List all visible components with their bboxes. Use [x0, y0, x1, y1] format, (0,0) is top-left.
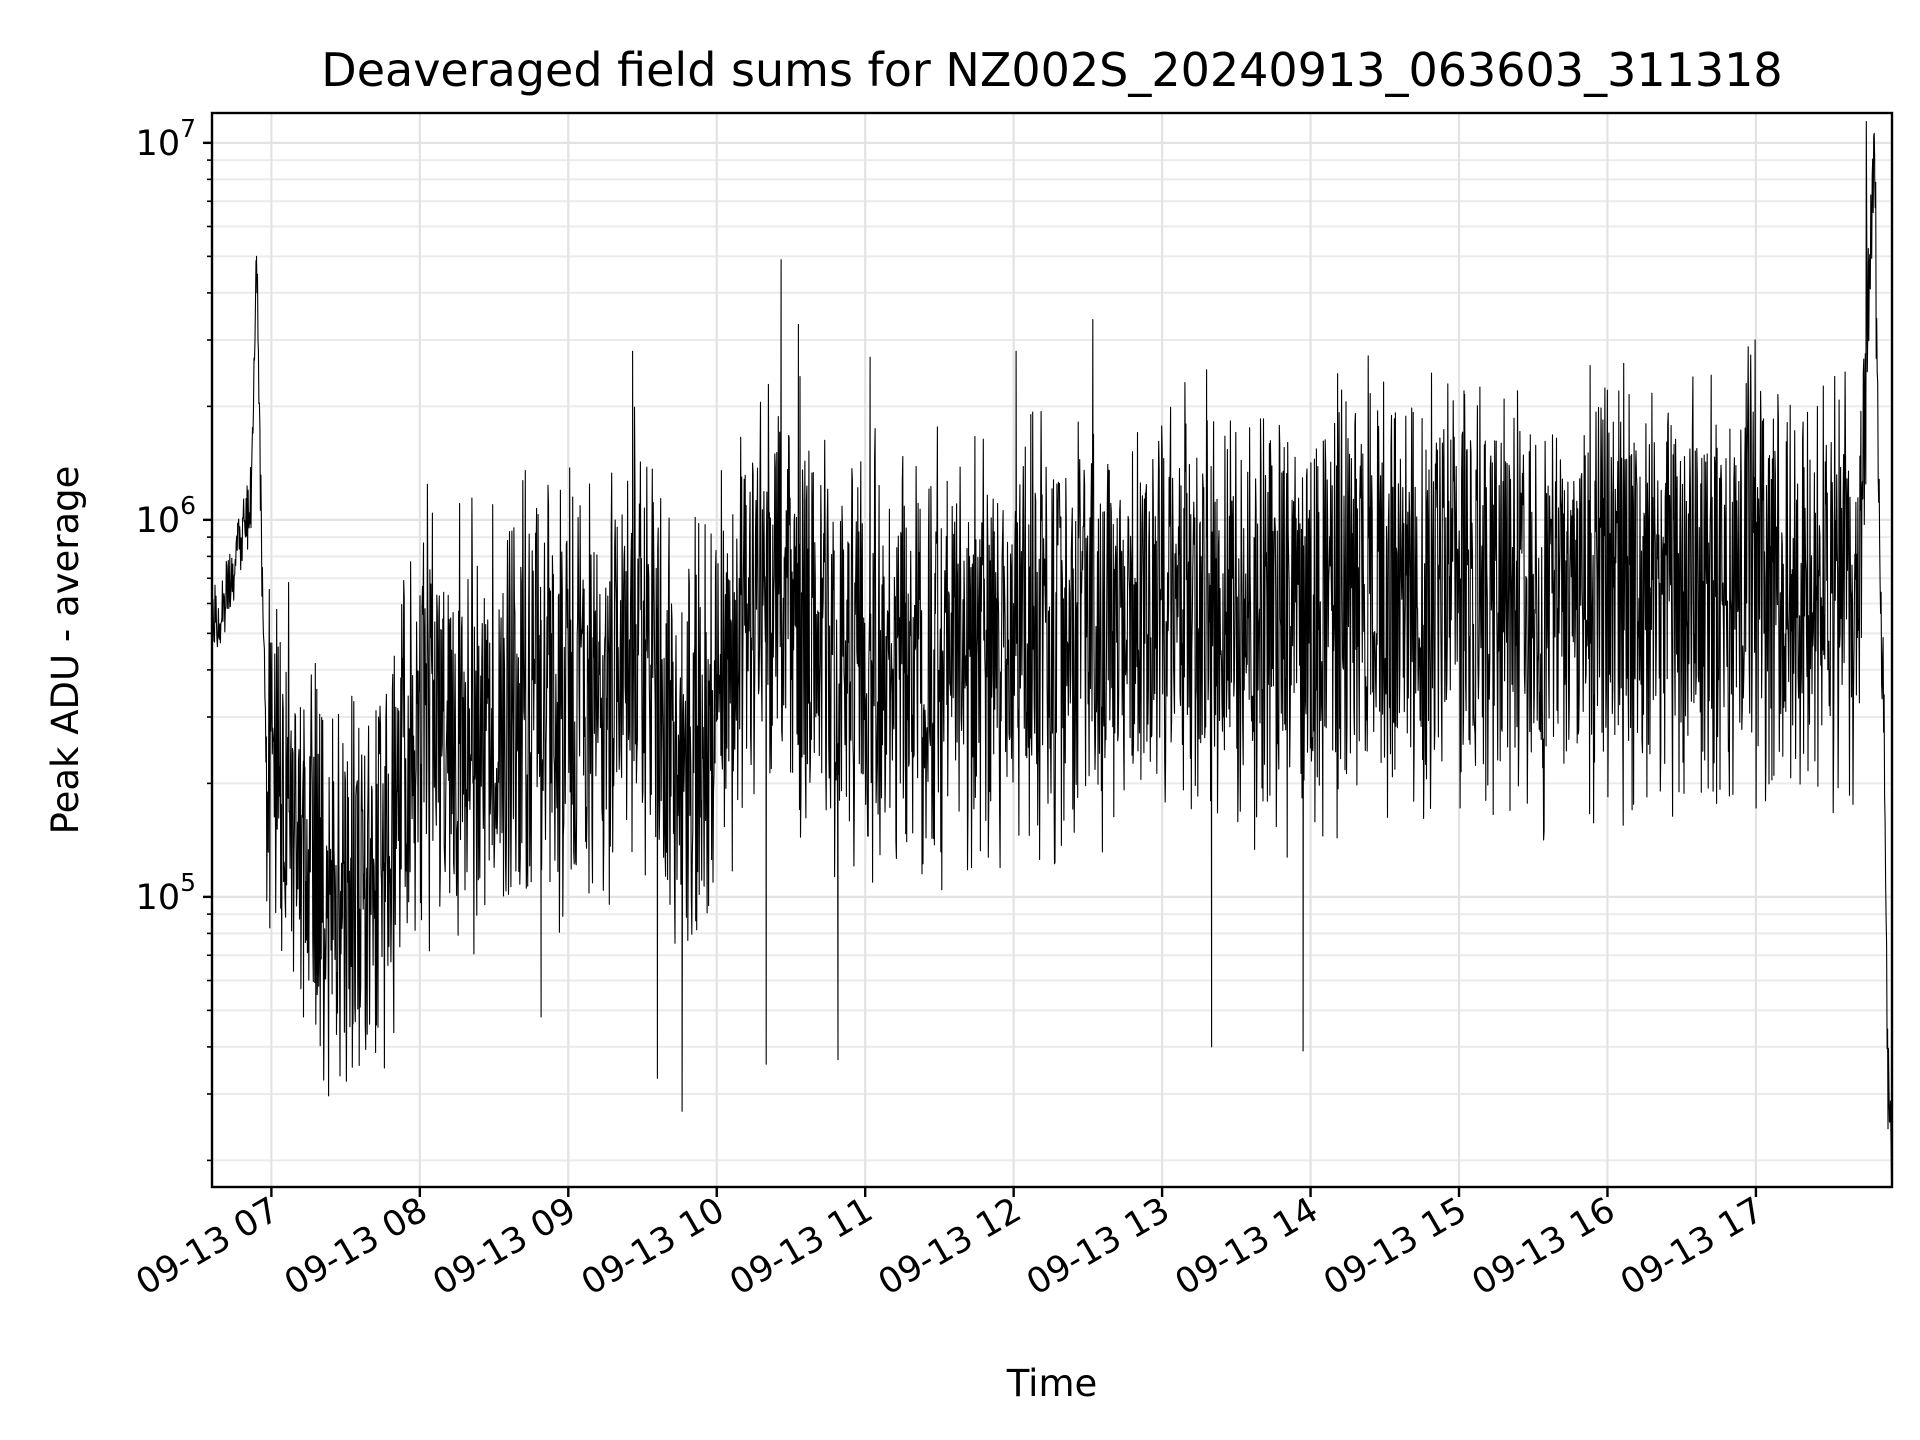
y-tick-label-exponent: 6 — [180, 491, 196, 520]
y-tick-label-base: 10 — [136, 124, 181, 164]
series-layer — [211, 120, 1893, 1181]
y-tick-label-base: 10 — [136, 878, 181, 918]
y-tick-label-exponent: 5 — [180, 868, 196, 897]
y-axis-label: Peak ADU - average — [44, 466, 87, 835]
ticks — [203, 141, 1758, 1197]
y-tick-label: 106 — [136, 491, 196, 541]
y-tick-label-exponent: 7 — [180, 114, 196, 143]
x-axis-label: Time — [1006, 1362, 1098, 1405]
y-tick-label: 105 — [136, 868, 196, 918]
series-line — [211, 120, 1893, 1181]
chart-title: Deaveraged field sums for NZ002S_2024091… — [321, 43, 1782, 97]
plot-frame — [210, 111, 1894, 1189]
y-tick-label: 107 — [136, 114, 196, 164]
y-tick-label-base: 10 — [136, 501, 181, 541]
